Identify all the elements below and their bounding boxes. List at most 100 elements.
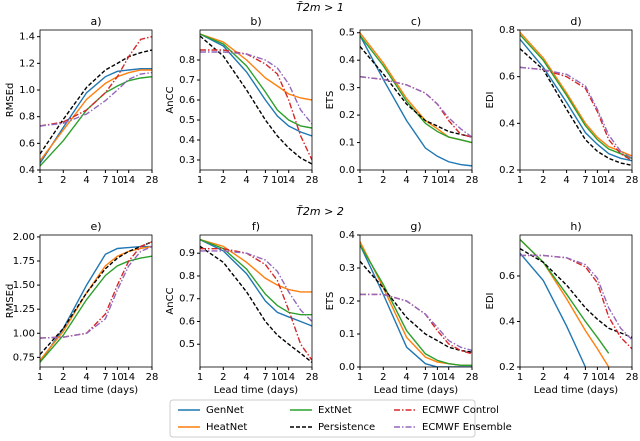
y-tick-label: 0.75	[13, 352, 35, 363]
series-line	[520, 239, 610, 354]
y-tick-label: 0.3	[179, 155, 195, 166]
legend-label: ECMWF Control	[422, 405, 499, 416]
plot-frame	[519, 234, 633, 368]
x-tick-label: 10	[271, 175, 284, 186]
x-tick-label: 7	[582, 175, 588, 186]
series-line	[520, 252, 587, 367]
panel-title: f)	[252, 220, 260, 233]
series-line	[200, 245, 312, 363]
y-tick-label: 1.00	[13, 328, 35, 339]
x-tick-label: 7	[422, 372, 428, 383]
series-line	[360, 293, 472, 352]
x-axis-label: Lead time (days)	[374, 385, 458, 396]
y-tick-label: 0.6	[19, 138, 35, 149]
x-tick-label: 28	[466, 372, 479, 383]
plot-frame	[199, 234, 313, 368]
x-tick-label: 10	[431, 175, 444, 186]
x-tick-label: 14	[442, 175, 455, 186]
series-line	[200, 33, 312, 101]
x-tick-label: 7	[262, 372, 268, 383]
y-axis-label: RMSEd	[5, 83, 16, 118]
series-line	[520, 254, 632, 350]
x-axis-label: Lead time (days)	[54, 385, 138, 396]
series-line	[360, 35, 472, 167]
x-tick-label: 28	[626, 175, 639, 186]
series-line	[360, 75, 472, 138]
legend-label: GenNet	[206, 405, 244, 416]
x-tick-label: 1	[197, 175, 203, 186]
series-line	[360, 32, 472, 144]
x-tick-label: 28	[466, 175, 479, 186]
series-line	[200, 238, 312, 316]
legend-label: ECMWF Ensemble	[422, 422, 512, 433]
x-tick-label: 1	[357, 372, 363, 383]
legend-label: HeatNet	[206, 422, 247, 433]
series-line	[520, 38, 632, 162]
plot-frame	[39, 29, 153, 171]
panel-title: c)	[411, 15, 421, 28]
y-tick-label: 1.2	[19, 58, 35, 69]
series-line	[200, 33, 312, 129]
series-line	[360, 75, 472, 138]
y-tick-label: 0.6	[179, 316, 195, 327]
x-tick-label: 2	[220, 175, 226, 186]
x-tick-label: 1	[517, 175, 523, 186]
y-tick-label: 1.75	[13, 256, 35, 267]
y-tick-label: 0.6	[499, 271, 515, 282]
series-line	[40, 241, 152, 355]
y-tick-label: 0.4	[19, 165, 35, 176]
x-tick-label: 4	[243, 372, 249, 383]
series-line	[520, 48, 632, 167]
x-tick-label: 2	[540, 372, 546, 383]
x-tick-label: 4	[563, 372, 569, 383]
y-tick-label: 2.00	[13, 232, 35, 243]
x-tick-label: 14	[122, 372, 135, 383]
y-tick-label: 0.9	[179, 248, 195, 259]
x-tick-label: 10	[111, 372, 124, 383]
series-line	[360, 46, 472, 138]
y-tick-label: 0.5	[179, 115, 195, 126]
panel-title: b)	[250, 15, 261, 28]
y-tick-label: 0.3	[339, 263, 355, 274]
series-line	[40, 49, 152, 155]
series-line	[520, 239, 610, 367]
series-line	[40, 245, 152, 363]
x-tick-label: 14	[282, 175, 295, 186]
x-tick-label: 10	[591, 175, 604, 186]
y-tick-label: 0.8	[179, 271, 195, 282]
legend-label: Persistence	[318, 422, 375, 433]
y-tick-label: 0.2	[499, 165, 515, 176]
y-tick-label: 1.50	[13, 280, 35, 291]
series-line	[200, 49, 312, 161]
y-axis-label: AnCC	[165, 287, 176, 314]
x-tick-label: 2	[60, 372, 66, 383]
series-line	[200, 247, 312, 361]
y-tick-label: 0.7	[179, 75, 195, 86]
y-tick-label: 0.0	[339, 362, 355, 373]
x-tick-label: 7	[102, 175, 108, 186]
x-tick-label: 14	[602, 372, 615, 383]
x-tick-label: 14	[442, 372, 455, 383]
series-line	[520, 254, 632, 341]
series-line	[200, 250, 312, 322]
series-line	[200, 51, 312, 125]
series-line	[40, 67, 152, 164]
series-line	[40, 75, 152, 167]
series-line	[360, 244, 472, 367]
x-tick-label: 1	[357, 175, 363, 186]
x-tick-label: 28	[306, 372, 319, 383]
x-tick-label: 4	[243, 175, 249, 186]
plot-frame	[359, 234, 473, 368]
y-tick-label: 0.0	[339, 165, 355, 176]
x-tick-label: 1	[37, 372, 43, 383]
plot-frame	[39, 234, 153, 368]
y-tick-label: 0.2	[499, 362, 515, 373]
panel-title: g)	[410, 220, 421, 233]
x-tick-label: 2	[220, 372, 226, 383]
x-tick-label: 4	[83, 372, 89, 383]
x-tick-label: 1	[197, 372, 203, 383]
series-line	[40, 71, 152, 127]
y-tick-label: 1.0	[19, 85, 35, 96]
y-tick-label: 0.6	[499, 72, 515, 83]
